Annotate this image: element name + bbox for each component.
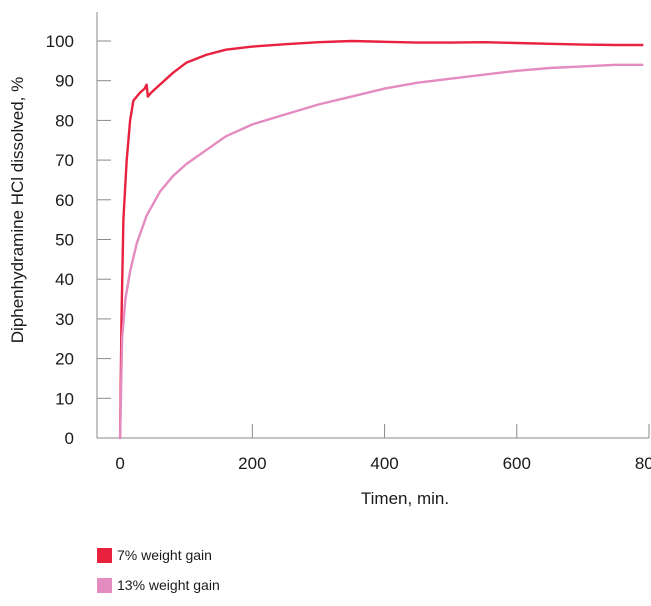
y-tick-label: 20 (55, 350, 74, 369)
x-tick-label: 0 (115, 454, 124, 473)
y-tick-label: 60 (55, 191, 74, 210)
legend-swatch-13pct (97, 577, 112, 593)
series-line-1 (118, 63, 644, 440)
y-tick-label: 30 (55, 310, 74, 329)
series-lines (118, 39, 644, 440)
y-tick-label: 50 (55, 231, 74, 250)
legend-label-7pct: 7% weight gain (117, 547, 212, 563)
y-tick-label: 0 (65, 429, 74, 448)
x-axis-title: Timen, min. (361, 489, 449, 508)
x-tick-label: 800 (635, 454, 651, 473)
y-tick-label: 80 (55, 111, 74, 130)
line-chart: 0 10 20 30 40 50 60 70 80 90 100 0 200 400 600 800 Diph… (8, 12, 651, 508)
series-line-0 (118, 39, 644, 440)
legend-item-7pct: 7% weight gain (97, 546, 220, 564)
x-tick-label: 600 (503, 454, 531, 473)
axes (96, 12, 649, 439)
y-tick-label: 40 (55, 270, 74, 289)
axis-ticks: 0 10 20 30 40 50 60 70 80 90 100 0 200 400 600 800 (46, 32, 651, 473)
legend: 7% weight gain 13% weight gain (97, 546, 220, 606)
legend-label-13pct: 13% weight gain (117, 577, 220, 593)
y-tick-label: 90 (55, 72, 74, 91)
legend-swatch-7pct (97, 547, 112, 563)
y-axis-title: Diphenhydramine HCl dissolved, % (8, 77, 27, 343)
y-tick-label: 100 (46, 32, 74, 51)
x-tick-label: 200 (238, 454, 266, 473)
y-tick-label: 10 (55, 389, 74, 408)
x-tick-label: 400 (370, 454, 398, 473)
legend-item-13pct: 13% weight gain (97, 576, 220, 594)
y-tick-label: 70 (55, 151, 74, 170)
